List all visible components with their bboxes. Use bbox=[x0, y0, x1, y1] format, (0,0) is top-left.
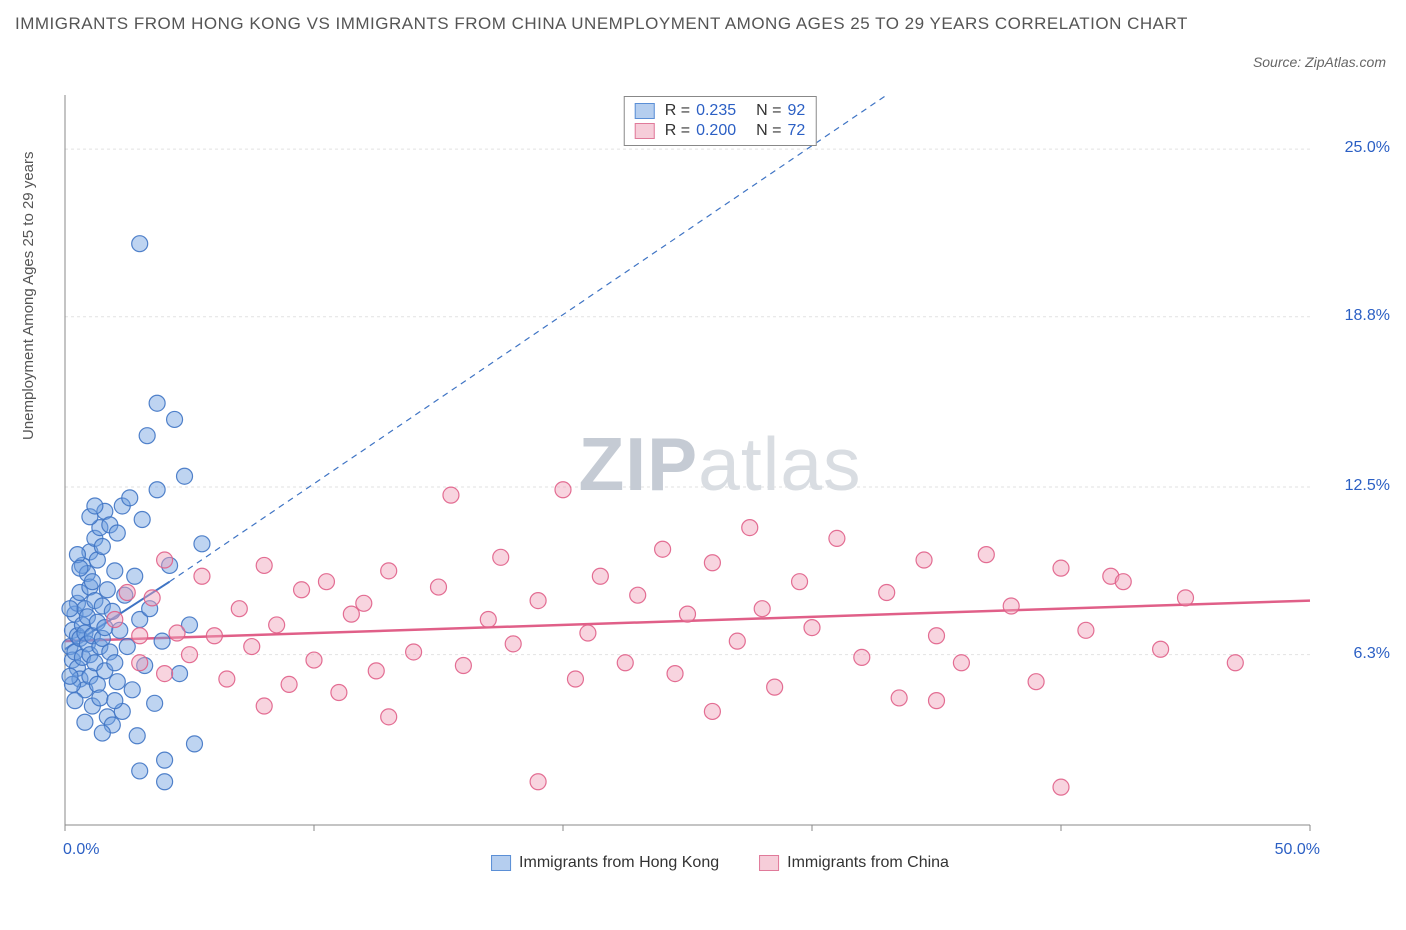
n-value-china: 72 bbox=[787, 122, 805, 140]
legend-item-china: Immigrants from China bbox=[759, 854, 949, 872]
legend-row-china: R = 0.200 N = 72 bbox=[635, 121, 806, 141]
swatch-china bbox=[635, 123, 655, 139]
series-legend: Immigrants from Hong Kong Immigrants fro… bbox=[491, 854, 949, 872]
legend-row-hongkong: R = 0.235 N = 92 bbox=[635, 101, 806, 121]
chart-title: IMMIGRANTS FROM HONG KONG VS IMMIGRANTS … bbox=[15, 10, 1206, 39]
y-tick-label: 18.8% bbox=[1345, 307, 1390, 325]
legend-label-hongkong: Immigrants from Hong Kong bbox=[519, 854, 719, 872]
swatch-hongkong-bottom bbox=[491, 855, 511, 871]
legend-label-china: Immigrants from China bbox=[787, 854, 949, 872]
n-value-hongkong: 92 bbox=[787, 102, 805, 120]
swatch-hongkong bbox=[635, 103, 655, 119]
chart-area: ZIPatlas R = 0.235 N = 92 R = 0.200 N = … bbox=[60, 90, 1380, 870]
y-axis-label: Unemployment Among Ages 25 to 29 years bbox=[20, 151, 37, 440]
x-tick-label: 50.0% bbox=[1275, 841, 1320, 859]
correlation-legend: R = 0.235 N = 92 R = 0.200 N = 72 bbox=[624, 96, 817, 146]
legend-item-hongkong: Immigrants from Hong Kong bbox=[491, 854, 719, 872]
r-value-china: 0.200 bbox=[696, 122, 736, 140]
source-attribution: Source: ZipAtlas.com bbox=[1253, 54, 1386, 70]
y-tick-label: 12.5% bbox=[1345, 477, 1390, 495]
swatch-china-bottom bbox=[759, 855, 779, 871]
x-tick-label: 0.0% bbox=[63, 841, 99, 859]
y-tick-label: 25.0% bbox=[1345, 139, 1390, 157]
scatter-plot-svg bbox=[60, 90, 1380, 870]
r-value-hongkong: 0.235 bbox=[696, 102, 736, 120]
y-tick-label: 6.3% bbox=[1354, 645, 1390, 663]
